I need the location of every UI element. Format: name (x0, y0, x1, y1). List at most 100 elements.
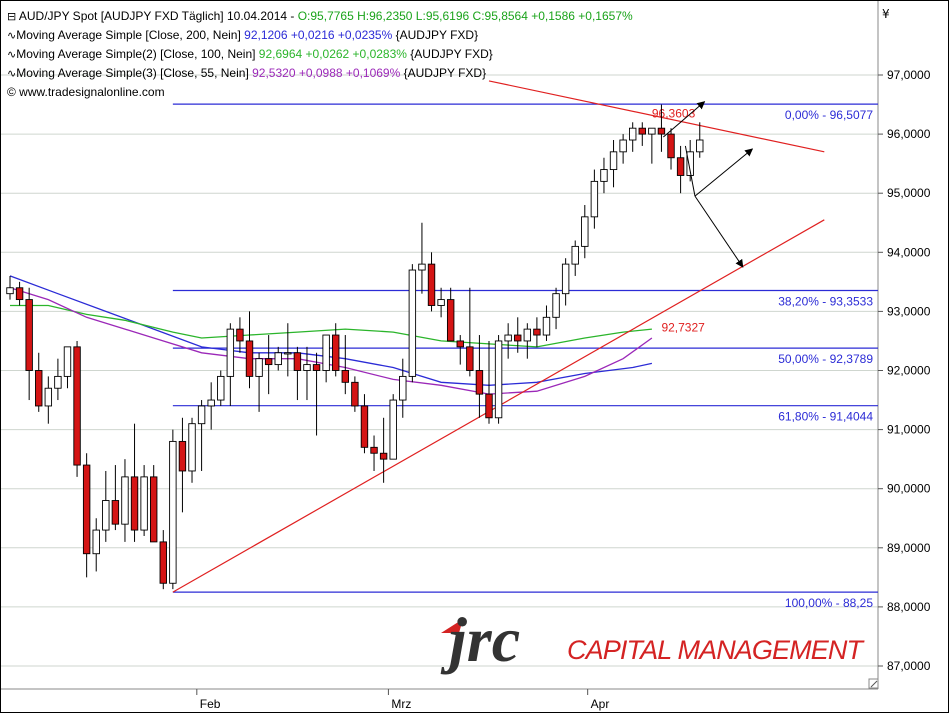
trendline-value-label: 92,7327 (661, 320, 705, 334)
copyright: © www.tradesignalonline.com (7, 85, 165, 99)
candle-body-down (15, 287, 24, 301)
candle-body-down (149, 476, 158, 543)
candle-body-down (82, 464, 91, 555)
candle-body-down (466, 346, 474, 371)
y-tick-label: 91,0000 (887, 423, 931, 437)
indicator-icon: ∿ (7, 48, 17, 61)
indicator-icon: ∿ (7, 67, 17, 80)
y-tick-label: 92,0000 (887, 364, 931, 378)
ma55-suffix: {AUDJPY FXD} (403, 66, 487, 80)
candle (418, 222, 426, 294)
symbol-ohlc: O:95,7765 H:96,2350 L:95,6196 C:95,8564 … (297, 9, 633, 23)
candle-body-up (92, 529, 100, 555)
candle-body-down (667, 133, 675, 159)
candle-body-down (427, 263, 436, 306)
candle (542, 305, 551, 341)
candle-body-up (686, 151, 694, 176)
candle-body-down (73, 346, 81, 466)
candle (236, 317, 244, 353)
logo-text: CAPITAL MANAGEMENT (567, 635, 866, 665)
candle-body-down (111, 500, 120, 525)
fibonacci-levels: 0,00% - 96,5077 38,20% - 93,3533 50,00% - … (172, 103, 878, 610)
candle (485, 340, 493, 424)
candle-body-down (446, 299, 455, 342)
candle (667, 128, 675, 170)
ma100-label: Moving Average Simple(2) [Close, 100, Ne… (16, 47, 256, 61)
logo-swoosh (441, 619, 463, 633)
candle (427, 252, 436, 312)
candle (504, 323, 512, 359)
candle (379, 417, 388, 483)
candle-body-up (274, 352, 282, 366)
candle-body-up (523, 328, 532, 342)
candle-body-up (696, 139, 704, 153)
candle (92, 518, 100, 572)
candle-body-up (609, 151, 618, 171)
candle-body-up (207, 399, 215, 407)
candle (226, 323, 235, 406)
candle (159, 530, 167, 590)
candle-body-up (418, 263, 426, 271)
y-tick-label: 95,0000 (887, 186, 931, 200)
candle (207, 382, 215, 430)
candle-body-up (619, 139, 627, 153)
moving-average-line (10, 304, 652, 348)
candle (44, 376, 53, 424)
candle (188, 417, 196, 483)
forecast-arrow (684, 145, 696, 197)
ma55-value: 92,5320 +0,0988 +0,1069% (252, 66, 401, 80)
candle-body-up (226, 328, 235, 377)
ma55-label: Moving Average Simple(3) [Close, 55, Nei… (16, 66, 249, 80)
ma100-value: 92,6964 +0,0262 +0,0283% (258, 47, 407, 61)
currency-symbol: ¥ (882, 7, 890, 21)
candle (322, 334, 330, 383)
candle-body-up (408, 269, 417, 377)
candle-body-down (293, 352, 302, 371)
forecast-arrow (694, 195, 744, 268)
candle (264, 335, 273, 395)
candle (82, 453, 91, 578)
candle (370, 435, 378, 471)
candle-body-up (303, 364, 311, 371)
candle (581, 205, 589, 259)
candle-body-up (399, 375, 407, 401)
resize-grip-mark (870, 680, 878, 688)
candle-body-up (121, 476, 129, 525)
fib-level-label: 0,00% - 96,5077 (785, 108, 873, 122)
candle-body-down (35, 370, 43, 407)
candle (552, 287, 560, 330)
candle-body-up (63, 346, 72, 377)
candle (351, 376, 359, 412)
candle (63, 346, 72, 389)
y-tick-label: 96,0000 (887, 127, 931, 141)
candle-body-up (140, 476, 148, 531)
candle (657, 104, 666, 152)
candle-body-up (542, 316, 551, 336)
candle (533, 317, 541, 347)
y-tick-label: 89,0000 (887, 541, 931, 555)
candle (389, 394, 397, 460)
candle (332, 323, 340, 377)
y-tick-label: 97,0000 (887, 68, 931, 82)
candle-body-down (341, 370, 349, 383)
candle-body-down (264, 358, 273, 366)
candle (169, 429, 177, 590)
candle-body-down (245, 340, 254, 377)
y-axis: 97,0000 96,0000 95,0000 94,0000 93,0000 92,00… (868, 7, 931, 689)
fib-level-label: 100,00% - 88,25 (785, 596, 873, 610)
candle (446, 287, 455, 342)
candle (178, 417, 187, 513)
legend-row-ma55: ∿Moving Average Simple(3) [Close, 55, Ne… (7, 64, 633, 83)
candle (648, 127, 656, 164)
candle-body-down (312, 364, 321, 371)
collapse-icon[interactable]: ⊟ (7, 10, 17, 23)
candle-body-up (504, 334, 512, 342)
candle (571, 240, 579, 276)
ma200-suffix: {AUDJPY FXD} (395, 28, 479, 42)
candle (130, 423, 139, 542)
candle-body-down (475, 370, 484, 395)
candle-body-up (389, 399, 397, 460)
x-axis: Feb Mrz Apr (196, 689, 609, 711)
candle-body-down (130, 476, 139, 531)
